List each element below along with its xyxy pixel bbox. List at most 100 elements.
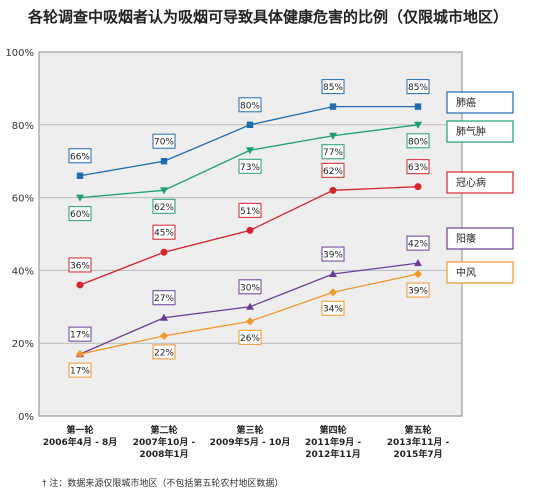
- data-point: [76, 172, 84, 179]
- data-label: 39%: [408, 287, 428, 297]
- data-label: 77%: [323, 148, 343, 158]
- legend-item: [446, 227, 514, 250]
- legend-label: 冠心病: [456, 176, 486, 189]
- data-point: [414, 121, 422, 129]
- data-label-box: [152, 224, 176, 240]
- data-point: [76, 194, 84, 202]
- data-point: [414, 183, 422, 191]
- x-tick-label: 第二轮: [150, 424, 177, 436]
- data-label: 60%: [70, 210, 90, 220]
- data-label: 70%: [154, 138, 174, 148]
- data-point: [414, 270, 422, 279]
- x-tick-label: 2008年1月: [139, 448, 188, 460]
- data-label: 17%: [70, 367, 90, 377]
- data-label-box: [321, 162, 345, 178]
- data-label: 73%: [240, 163, 260, 173]
- x-tick-label: 2011年9月 -: [305, 436, 361, 448]
- chart-title: 各轮调查中吸烟者认为吸烟可导致具体健康危害的比例（仅限城市地区）: [27, 8, 508, 26]
- data-point: [160, 313, 168, 321]
- data-label-box: [321, 300, 345, 316]
- x-tick-label: 2013年11月 -: [387, 436, 450, 448]
- data-label-box: [238, 329, 262, 345]
- x-tick-label: 第三轮: [236, 424, 263, 436]
- data-label: 80%: [408, 137, 428, 147]
- data-label: 80%: [240, 101, 260, 111]
- data-point: [76, 281, 84, 289]
- data-label-box: [321, 79, 345, 95]
- y-tick-label: 80%: [12, 121, 34, 132]
- x-tick-label: 2009年5月 - 10月: [210, 436, 291, 448]
- data-point: [76, 350, 84, 359]
- data-point: [414, 259, 422, 267]
- x-tick-label: 第四轮: [319, 424, 346, 436]
- data-point: [160, 331, 168, 340]
- legend-label: 肺气肿: [456, 125, 486, 138]
- data-label: 27%: [154, 294, 174, 304]
- data-label: 34%: [323, 305, 343, 315]
- y-tick-label: 100%: [5, 48, 34, 59]
- x-tick-label: 第五轮: [404, 424, 431, 436]
- data-label-box: [152, 290, 176, 306]
- y-tick-label: 0%: [18, 412, 34, 423]
- y-tick-label: 60%: [12, 194, 34, 205]
- data-label-box: [68, 148, 92, 164]
- data-point: [160, 248, 168, 256]
- data-label: 39%: [323, 251, 343, 261]
- x-tick-label: 2012年11月: [305, 448, 361, 460]
- y-tick-label: 40%: [12, 266, 34, 277]
- data-label: 42%: [408, 240, 428, 250]
- footnote: † 注：数据来源仅限城市地区（不包括第五轮农村地区数据）: [42, 479, 284, 489]
- data-label-box: [68, 362, 92, 378]
- data-point: [246, 317, 254, 326]
- data-label-box: [406, 133, 430, 149]
- legend-item: [446, 120, 514, 143]
- legend-item: [446, 91, 514, 114]
- data-label-box: [152, 198, 176, 214]
- data-point: [329, 103, 337, 110]
- data-label: 85%: [323, 83, 343, 93]
- data-point: [329, 186, 337, 194]
- data-label: 85%: [408, 83, 428, 93]
- data-label-box: [68, 206, 92, 222]
- data-label: 17%: [70, 331, 90, 341]
- legend-label: 中风: [456, 266, 476, 279]
- data-label: 51%: [240, 207, 260, 217]
- data-label-box: [238, 158, 262, 174]
- data-label: 63%: [408, 163, 428, 173]
- data-label-box: [238, 279, 262, 295]
- data-label: 36%: [70, 261, 90, 271]
- data-point: [329, 270, 337, 278]
- data-point: [160, 158, 168, 165]
- data-label: 22%: [154, 348, 174, 358]
- data-label-box: [152, 133, 176, 149]
- x-tick-label: 2006年4月 - 8月: [43, 436, 118, 448]
- x-tick-label: 2015年7月: [393, 448, 442, 460]
- data-point: [160, 187, 168, 195]
- x-tick-label: 第一轮: [66, 424, 93, 436]
- data-label-box: [321, 246, 345, 262]
- data-label-box: [406, 159, 430, 175]
- data-label-box: [68, 326, 92, 342]
- legend-item: [446, 171, 514, 194]
- data-point: [246, 121, 254, 128]
- x-tick-label: 2007年10月 -: [133, 436, 196, 448]
- data-point: [329, 288, 337, 297]
- legend-label: 肺癌: [456, 96, 476, 109]
- data-label: 62%: [323, 167, 343, 177]
- data-point: [329, 132, 337, 140]
- data-point: [414, 103, 422, 110]
- legend-label: 阳痿: [456, 232, 476, 245]
- data-label: 62%: [154, 203, 174, 213]
- data-point: [246, 147, 254, 155]
- data-point: [246, 226, 254, 234]
- data-label-box: [152, 344, 176, 360]
- data-label: 30%: [240, 283, 260, 293]
- data-point: [246, 302, 254, 310]
- y-tick-label: 20%: [12, 339, 34, 350]
- data-label-box: [406, 282, 430, 298]
- data-label: 66%: [70, 152, 90, 162]
- legend-item: [446, 261, 514, 284]
- data-label: 26%: [240, 334, 260, 344]
- data-label-box: [406, 79, 430, 95]
